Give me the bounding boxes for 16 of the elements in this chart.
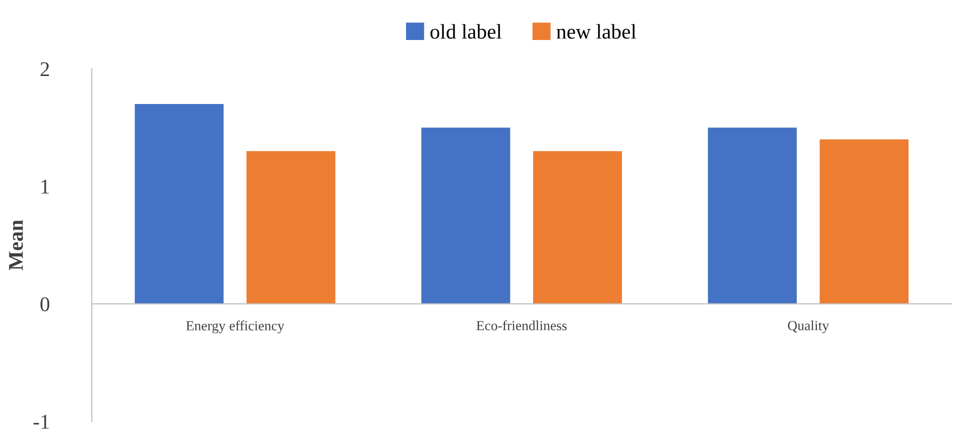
bar bbox=[246, 151, 336, 304]
legend-label: old label bbox=[430, 24, 502, 39]
y-tick-label: 2 bbox=[40, 62, 49, 76]
legend-label: new label bbox=[556, 24, 636, 39]
y-tick-label: 0 bbox=[40, 297, 50, 312]
bar bbox=[134, 104, 224, 304]
x-tick-label: Energy efficiency bbox=[186, 320, 284, 334]
x-tick-label: Eco-friendliness bbox=[476, 320, 567, 330]
y-axis-title: Mean bbox=[9, 220, 23, 270]
bar bbox=[708, 128, 797, 304]
bar bbox=[533, 151, 622, 304]
y-tick-label: -1 bbox=[34, 414, 49, 429]
bar bbox=[421, 128, 510, 304]
x-tick-label: Quality bbox=[788, 320, 829, 334]
y-tick-label: 1 bbox=[42, 180, 49, 194]
bar bbox=[820, 139, 909, 304]
